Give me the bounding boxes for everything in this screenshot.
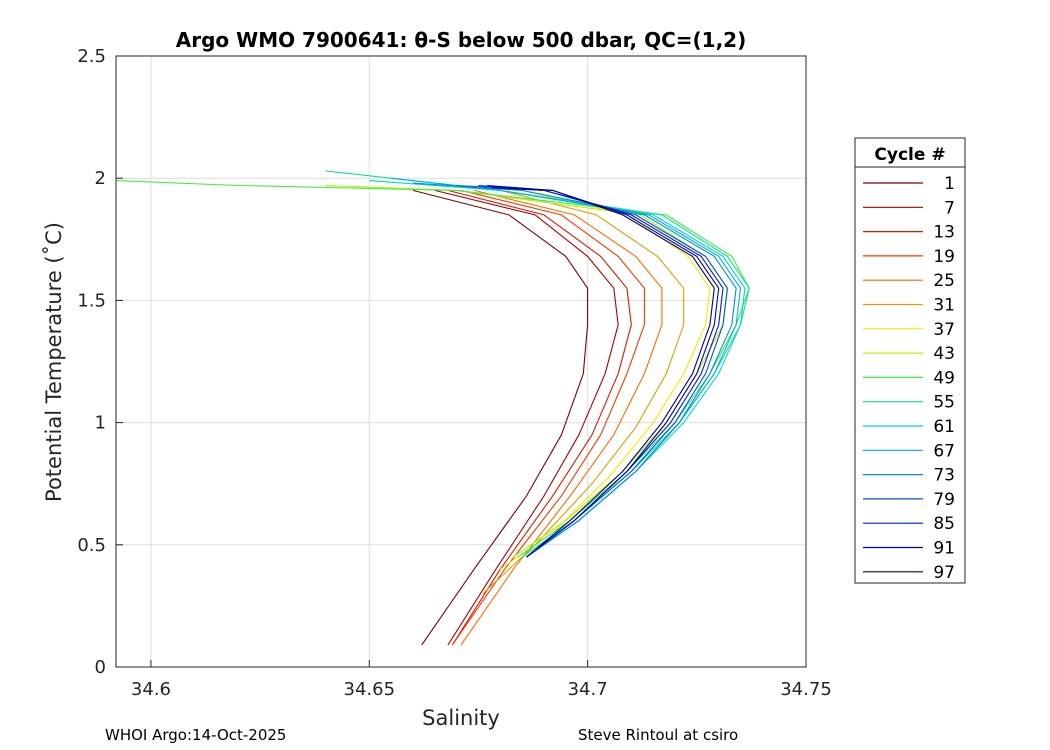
legend-label: 37 xyxy=(933,320,955,340)
legend-label: 79 xyxy=(933,490,955,510)
plot-area xyxy=(116,56,806,667)
legend-label: 85 xyxy=(933,514,955,534)
grid xyxy=(116,56,806,667)
y-tick-label: 2.5 xyxy=(77,46,106,67)
legend-label: 31 xyxy=(933,296,955,316)
x-axis-label: Salinity xyxy=(422,706,500,730)
legend-label: 25 xyxy=(933,271,955,291)
series-line-cycle-79 xyxy=(456,184,728,558)
footer-left: WHOI Argo:14-Oct-2025 xyxy=(105,726,286,744)
x-tick-label: 34.65 xyxy=(344,679,396,700)
legend-label: 73 xyxy=(933,466,955,486)
chart-title: Argo WMO 7900641: θ-S below 500 dbar, QC… xyxy=(176,28,746,52)
legend-label: 97 xyxy=(933,563,955,583)
y-tick-label: 1 xyxy=(95,413,106,434)
legend-label: 91 xyxy=(933,539,955,559)
series-line-cycle-31 xyxy=(482,189,685,595)
x-axis-ticks: 34.6 34.65 34.7 34.75 xyxy=(131,660,832,700)
series-line-cycle-91 xyxy=(487,184,720,558)
series-line-cycle-19 xyxy=(451,189,645,646)
legend-label: 67 xyxy=(933,441,955,461)
legend: Cycle # 1 7 13 19 25 31 37 43 49 55 61 67 73 79 85 91 97 xyxy=(854,137,966,584)
legend-label: 49 xyxy=(933,368,955,388)
series-group xyxy=(115,170,750,646)
legend-label: 19 xyxy=(933,247,955,267)
legend-label: 7 xyxy=(944,198,955,218)
y-axis-label: Potential Temperature (˚C) xyxy=(42,222,66,502)
legend-label: 55 xyxy=(933,393,955,413)
y-tick-label: 1.5 xyxy=(77,290,106,311)
legend-box xyxy=(854,137,966,584)
series-line-cycle-7 xyxy=(434,189,619,646)
legend-label: 1 xyxy=(944,174,955,194)
x-tick-label: 34.6 xyxy=(131,679,171,700)
legend-title: Cycle # xyxy=(874,145,945,165)
legend-label: 61 xyxy=(933,417,955,437)
footer-right: Steve Rintoul at csiro xyxy=(578,726,738,744)
y-tick-label: 2 xyxy=(95,168,106,189)
series-line-cycle-97 xyxy=(491,187,715,558)
y-tick-label: 0.5 xyxy=(77,535,106,556)
legend-label: 13 xyxy=(933,223,955,243)
x-tick-label: 34.7 xyxy=(568,679,608,700)
axes-box xyxy=(115,55,807,668)
series-line-cycle-13 xyxy=(447,189,632,646)
series-line-cycle-1 xyxy=(412,189,589,646)
series-line-cycle-25 xyxy=(460,189,663,646)
legend-label: 43 xyxy=(933,344,955,364)
x-tick-label: 34.75 xyxy=(780,679,832,700)
y-tick-label: 0 xyxy=(95,657,106,678)
y-axis-ticks: 0 0.5 1 1.5 2 2.5 xyxy=(77,46,123,678)
legend-items: 1 7 13 19 25 31 37 43 49 55 61 67 73 79 85 91 97 xyxy=(863,174,955,583)
